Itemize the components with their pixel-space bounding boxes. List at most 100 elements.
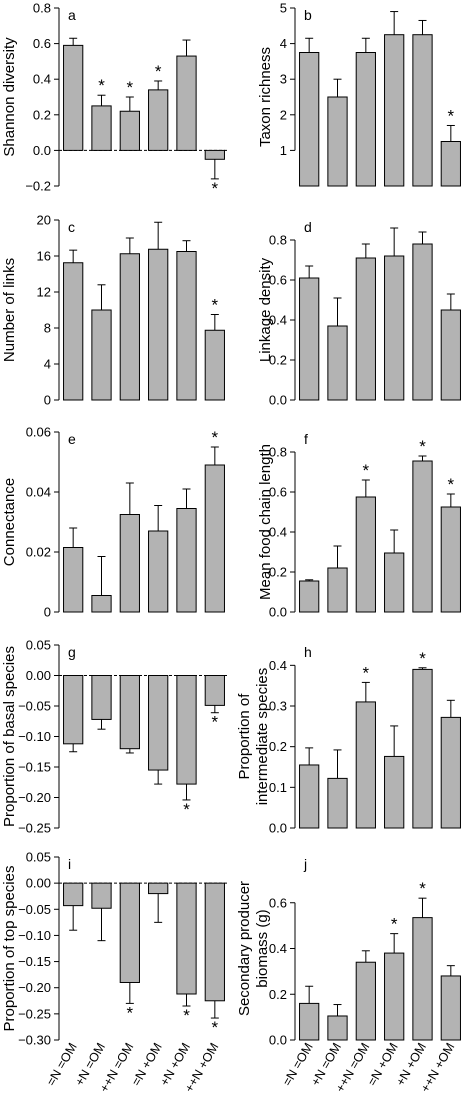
significance-star: * <box>391 915 398 934</box>
y-tick-label: 20 <box>37 213 51 228</box>
bar <box>384 952 405 1041</box>
bar <box>299 1002 320 1041</box>
bar <box>440 716 461 829</box>
y-tick-label: 0.0 <box>269 605 287 620</box>
significance-star: * <box>127 78 134 97</box>
y-tick-label: 0.00 <box>26 668 51 683</box>
bar <box>355 257 376 401</box>
y-tick-label: −0.30 <box>18 1033 51 1048</box>
y-tick-label: 0.8 <box>269 445 287 460</box>
bar <box>63 882 84 907</box>
panel-c: 0 4 8 12 16 20 * c Number of links <box>1 213 225 408</box>
bar <box>412 917 433 1041</box>
significance-star: * <box>212 713 219 732</box>
y-tick-label: 0.0 <box>33 143 51 158</box>
bar <box>176 55 197 151</box>
bar <box>204 464 225 613</box>
y-axis-label: intermediate species <box>254 668 271 806</box>
bar <box>299 764 320 829</box>
significance-star: * <box>419 879 426 898</box>
y-tick-label: 0.06 <box>26 425 51 440</box>
bar <box>119 882 140 983</box>
panel-letter: b <box>304 7 312 23</box>
significance-star: * <box>212 296 219 315</box>
y-axis-label: Taxon richness <box>257 47 274 147</box>
y-tick-label: 1 <box>280 143 287 158</box>
y-tick-label: −0.2 <box>25 179 51 194</box>
y-tick-label: 0.00 <box>26 876 51 891</box>
significance-star: * <box>363 663 370 682</box>
bar <box>327 325 348 401</box>
panel-d: 0.0 0.2 0.4 0.6 0.8 d Linkage density <box>257 219 461 408</box>
bar <box>299 277 320 401</box>
bar <box>355 52 376 187</box>
y-tick-label: −0.10 <box>18 928 51 943</box>
bar <box>148 882 169 895</box>
bar <box>148 89 169 151</box>
y-tick-label: 0.4 <box>269 525 287 540</box>
y-tick-label: 0.1 <box>269 780 287 795</box>
y-tick-label: 4 <box>280 36 287 51</box>
y-tick-label: 0.6 <box>269 485 287 500</box>
bar <box>176 675 197 785</box>
bar <box>412 460 433 613</box>
y-tick-label: 0 <box>44 393 51 408</box>
bar <box>327 96 348 187</box>
significance-star: * <box>212 428 219 447</box>
panel-f: 0.0 0.2 0.4 0.6 0.8 * * * f Mean food chain lengt… <box>257 431 461 620</box>
bar <box>327 777 348 829</box>
bar <box>176 251 197 401</box>
y-tick-label: −0.20 <box>18 980 51 995</box>
bar <box>440 975 461 1041</box>
y-tick-label: −0.20 <box>18 790 51 805</box>
significance-star: * <box>155 62 162 81</box>
y-tick-label: −0.15 <box>18 954 51 969</box>
bar <box>63 44 84 151</box>
significance-star: * <box>363 461 370 480</box>
significance-star: * <box>183 800 190 819</box>
y-tick-label: 0.0 <box>269 393 287 408</box>
y-tick-label: 0.05 <box>26 850 51 865</box>
y-tick-label: −0.05 <box>18 902 51 917</box>
y-axis-label: Mean food chain length <box>257 444 274 600</box>
significance-star: * <box>448 106 455 125</box>
bar <box>119 675 140 750</box>
y-axis-label: Shannon diversity <box>1 37 18 157</box>
y-axis-label: Linkage density <box>257 257 274 362</box>
y-tick-label: 0.02 <box>26 545 51 560</box>
bar <box>91 882 112 909</box>
y-tick-label: 5 <box>280 1 287 16</box>
y-tick-label: −0.05 <box>18 699 51 714</box>
y-axis-label: biomass (g) <box>254 909 271 987</box>
y-tick-label: −0.25 <box>18 821 51 836</box>
bar <box>204 149 225 160</box>
y-tick-label: 0.8 <box>33 1 51 16</box>
significance-star: * <box>448 475 455 494</box>
bar <box>204 329 225 401</box>
bar <box>355 496 376 613</box>
significance-star: * <box>419 437 426 456</box>
y-axis-label: Connectance <box>1 478 18 566</box>
y-tick-label: 0.2 <box>269 353 287 368</box>
significance-star: * <box>212 1018 219 1037</box>
bar <box>176 882 197 995</box>
panel-letter: a <box>68 7 76 23</box>
bar <box>91 675 112 720</box>
bar <box>412 668 433 829</box>
bar <box>412 34 433 187</box>
panel-letter: h <box>304 644 312 660</box>
bar <box>299 580 320 613</box>
y-axis-label: Secondary producer <box>236 881 253 1016</box>
y-tick-label: 0.04 <box>26 485 51 500</box>
y-tick-label: 2 <box>280 107 287 122</box>
y-axis-label: Proportion of <box>236 693 253 780</box>
panel-letter: c <box>68 219 75 235</box>
bar <box>327 567 348 613</box>
y-tick-label: −0.10 <box>18 729 51 744</box>
bar <box>119 110 140 151</box>
bar <box>355 701 376 829</box>
panel-a: −0.2 0.0 0.2 0.4 0.6 0.8 * * * * a Shannon diversit… <box>1 1 229 198</box>
significance-star: * <box>212 179 219 198</box>
y-tick-label: 0.6 <box>269 895 287 910</box>
